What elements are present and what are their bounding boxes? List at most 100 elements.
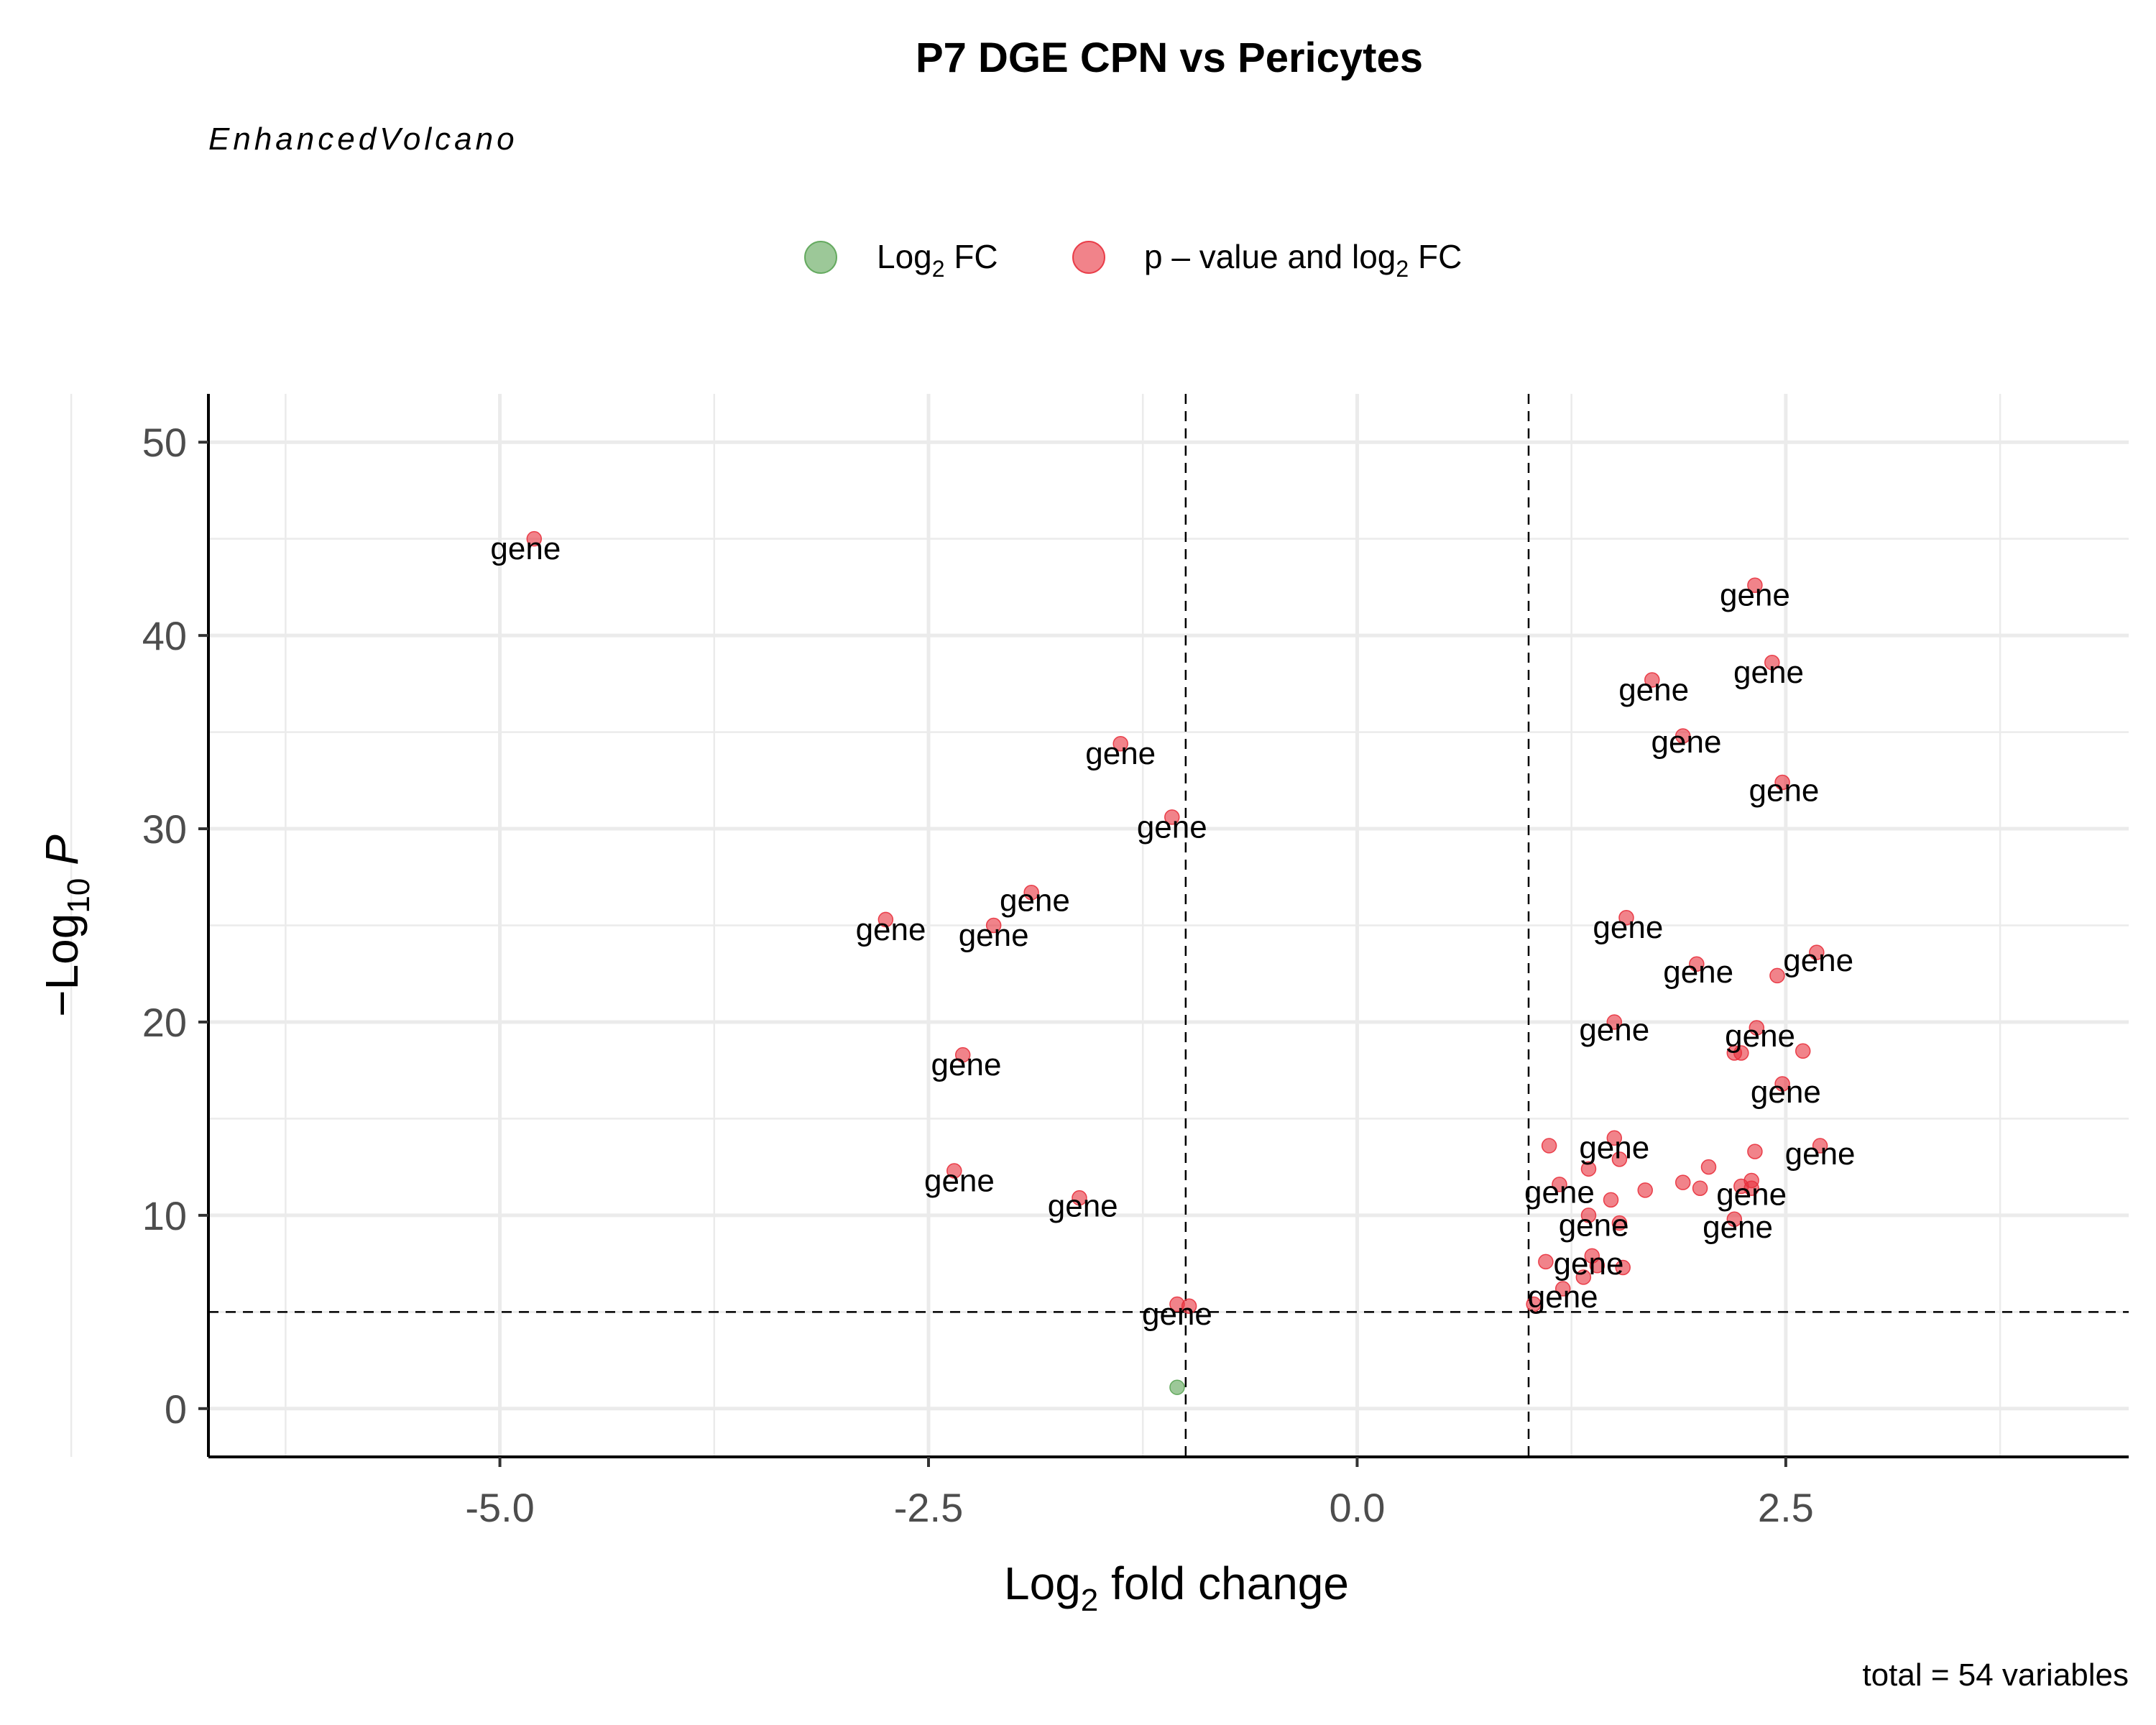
- y-tick-label: 0: [165, 1386, 187, 1432]
- data-point: [1637, 1182, 1653, 1198]
- data-point: [1526, 1296, 1542, 1312]
- point-label: gene: [1663, 954, 1733, 990]
- point-label: gene: [1593, 910, 1663, 945]
- data-point: [1112, 735, 1128, 752]
- point-label: gene: [1524, 1175, 1595, 1210]
- point-label: gene: [1559, 1208, 1629, 1243]
- data-point: [1575, 1269, 1592, 1285]
- data-point: [1589, 1258, 1606, 1274]
- data-point: [1538, 1254, 1554, 1270]
- x-tick-label: -2.5: [894, 1485, 964, 1530]
- data-point: [1580, 1208, 1597, 1223]
- y-axis-title-space: [36, 865, 88, 878]
- y-axis-title-subscript: 10: [61, 878, 96, 914]
- grid-lines: [70, 394, 2129, 1457]
- data-point: [1606, 1014, 1623, 1030]
- data-point: [1072, 1190, 1087, 1206]
- point-label: gene: [1733, 655, 1804, 690]
- data-point: [1749, 1020, 1765, 1036]
- data-point: [1764, 655, 1780, 671]
- data-point: [1618, 909, 1634, 926]
- legend-label-subscript: 2: [1396, 256, 1409, 282]
- point-label: gene: [1554, 1246, 1624, 1282]
- data-point: [1164, 809, 1180, 825]
- data-point: [1795, 1043, 1811, 1059]
- point-label: gene: [1085, 736, 1156, 771]
- data-point: [1552, 1177, 1567, 1192]
- point-label: gene: [1000, 883, 1070, 919]
- y-tick-label: 40: [142, 613, 187, 658]
- y-axis-title-base: −Log: [36, 914, 88, 1017]
- data-point: [1689, 956, 1705, 972]
- data-point: [1611, 1151, 1628, 1167]
- x-axis-title-base: Log: [1004, 1558, 1081, 1609]
- x-axis-title-rest: fold change: [1098, 1558, 1349, 1609]
- legend-key-both: [1072, 241, 1105, 274]
- point-label: gene: [1528, 1279, 1598, 1315]
- x-axis-title-subscript: 2: [1081, 1583, 1098, 1618]
- y-tick-label: 10: [142, 1193, 187, 1238]
- data-point: [1692, 1180, 1708, 1196]
- point-labels: genegenegenegenegenegenegenegenegenegene…: [490, 531, 1855, 1332]
- point-label: gene: [1783, 943, 1853, 978]
- data-point: [1774, 774, 1790, 791]
- point-label: gene: [1720, 578, 1790, 613]
- y-axis-ticks: 0 10 20 30 40 50: [142, 420, 208, 1432]
- point-label: gene: [931, 1047, 1002, 1082]
- point-label: gene: [1751, 1075, 1821, 1110]
- data-point: [1726, 1211, 1743, 1227]
- data-point: [1700, 1159, 1717, 1175]
- point-label: gene: [1716, 1177, 1787, 1212]
- cutoff-lines: [208, 394, 2129, 1457]
- data-point: [526, 530, 543, 547]
- chart-title: P7 DGE CPN vs Pericytes: [916, 34, 1423, 81]
- data-point: [1169, 1379, 1185, 1395]
- data-point: [1812, 1138, 1828, 1154]
- point-label: gene: [924, 1163, 995, 1198]
- legend-label-rest: FC: [1409, 238, 1462, 275]
- data-point: [954, 1046, 971, 1063]
- x-tick-label: 2.5: [1758, 1485, 1814, 1530]
- data-point: [1774, 1076, 1790, 1092]
- point-label: gene: [1579, 1013, 1649, 1048]
- data-point: [1747, 1144, 1763, 1159]
- point-label: gene: [856, 912, 926, 947]
- point-label: gene: [1725, 1018, 1795, 1054]
- y-tick-label: 50: [142, 420, 187, 465]
- data-point: [1674, 728, 1691, 744]
- legend-label-subscript: 2: [932, 256, 945, 282]
- point-label: gene: [959, 918, 1029, 953]
- data-point: [1611, 1215, 1628, 1231]
- point-label: gene: [1785, 1136, 1856, 1172]
- data-point: [877, 911, 894, 928]
- data-point: [1541, 1138, 1557, 1154]
- y-axis-title: −Log10 P: [36, 834, 96, 1017]
- x-axis-title: Log2 fold change: [1004, 1558, 1349, 1618]
- x-tick-label: -5.0: [465, 1485, 535, 1530]
- legend-key-fc: [804, 241, 837, 274]
- legend-label-fc: Log2 FC: [877, 238, 998, 282]
- legend-label-both: p – value and log2 FC: [1144, 238, 1462, 282]
- data-point: [1554, 1281, 1571, 1297]
- data-point: [1606, 1130, 1623, 1146]
- data-point: [1023, 885, 1039, 901]
- data-points: [526, 530, 1828, 1395]
- data-point: [1580, 1161, 1597, 1177]
- data-point: [1674, 1174, 1691, 1190]
- y-axis-title-italic: P: [36, 834, 88, 865]
- point-label: gene: [1579, 1131, 1649, 1166]
- y-tick-label: 20: [142, 1000, 187, 1045]
- data-point: [1603, 1192, 1619, 1208]
- x-axis-ticks: -5.0 -2.5 0.0 2.5: [465, 1457, 1814, 1530]
- axes: [207, 394, 2129, 1458]
- data-point: [1181, 1298, 1197, 1315]
- data-point: [1769, 967, 1785, 984]
- chart-caption: total = 54 variables: [1862, 1657, 2129, 1693]
- legend-label-base: p – value and log: [1144, 238, 1396, 275]
- data-point: [985, 917, 1002, 934]
- legend-label-rest: FC: [945, 238, 998, 275]
- data-point: [1733, 1045, 1749, 1061]
- point-label: gene: [490, 531, 561, 566]
